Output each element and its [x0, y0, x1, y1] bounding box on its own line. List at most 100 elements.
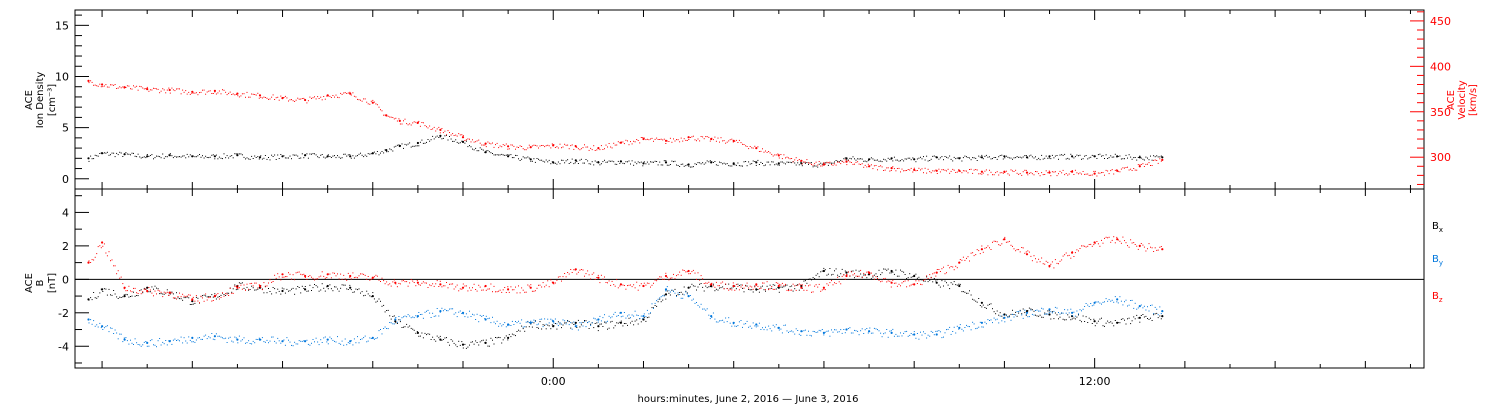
- data-point: [191, 298, 194, 301]
- data-point: [439, 338, 442, 341]
- data-point: [664, 274, 668, 278]
- top-right-tick-label: 300: [1430, 151, 1451, 164]
- data-point: [664, 288, 668, 291]
- data-point: [890, 331, 893, 334]
- data-point: [913, 168, 916, 171]
- data-point: [101, 83, 104, 86]
- data-point: [755, 283, 758, 286]
- data-point: [439, 283, 442, 286]
- data-point: [777, 154, 780, 157]
- top-left-tick-label: 10: [55, 70, 69, 83]
- top-left-tick-label: 0: [62, 173, 69, 186]
- data-point: [687, 163, 690, 166]
- data-point: [755, 323, 758, 326]
- data-point: [87, 261, 90, 264]
- data-point: [1048, 171, 1051, 174]
- data-point: [349, 274, 352, 278]
- data-point: [935, 271, 938, 274]
- data-point: [191, 90, 194, 93]
- data-point: [529, 286, 532, 289]
- data-point: [777, 326, 780, 329]
- data-point: [980, 248, 984, 251]
- data-point: [146, 286, 149, 289]
- data-point: [1093, 172, 1096, 175]
- data-point: [439, 310, 442, 313]
- series-bx: [87, 267, 1164, 349]
- data-point: [664, 139, 668, 142]
- data-point: [101, 325, 104, 328]
- top-series-ion-density: [87, 134, 1164, 168]
- data-point: [213, 335, 216, 338]
- data-point: [732, 162, 735, 165]
- data-point: [822, 331, 826, 334]
- data-point: [416, 281, 419, 284]
- data-point: [304, 274, 307, 278]
- data-point: [800, 330, 803, 333]
- data-point: [507, 155, 510, 158]
- data-point: [371, 152, 374, 155]
- data-point: [1138, 244, 1141, 247]
- top-left-label-line1: ACE: [24, 90, 35, 110]
- data-point: [416, 331, 419, 334]
- data-point: [1071, 170, 1074, 173]
- series-by: [87, 286, 1164, 348]
- data-point: [236, 286, 239, 289]
- series-bz: [87, 236, 1164, 304]
- data-point: [890, 281, 893, 284]
- data-point: [507, 336, 510, 339]
- data-point: [304, 288, 307, 291]
- data-point: [123, 295, 126, 298]
- data-point: [213, 155, 216, 158]
- data-point: [87, 157, 90, 160]
- data-point: [913, 333, 916, 336]
- data-point: [980, 321, 984, 324]
- data-point: [236, 154, 239, 157]
- data-point: [845, 157, 848, 160]
- bottom-left-tick-label: 2: [62, 240, 69, 253]
- data-point: [732, 139, 735, 142]
- data-point: [1025, 311, 1029, 314]
- legend: Bx By Bz: [1432, 221, 1443, 304]
- data-point: [87, 318, 90, 321]
- data-point: [326, 338, 329, 341]
- top-left-axis-label: ACE Ion Density [cm⁻³]: [24, 72, 58, 129]
- data-point: [1048, 155, 1051, 158]
- top-right-label-line2: Velocity: [1457, 80, 1468, 119]
- x-tick-label: 12:00: [1079, 375, 1111, 388]
- data-point: [461, 286, 465, 289]
- data-point: [800, 286, 803, 289]
- data-point: [845, 160, 848, 163]
- data-point: [1025, 171, 1029, 174]
- top-left-tick-label: 15: [55, 19, 69, 32]
- data-point: [1025, 253, 1029, 256]
- data-point: [664, 293, 668, 296]
- data-point: [935, 281, 938, 284]
- data-point: [123, 338, 126, 341]
- data-point: [890, 167, 893, 170]
- data-point: [394, 318, 397, 321]
- data-point: [507, 288, 510, 291]
- data-point: [461, 136, 465, 139]
- data-point: [1161, 315, 1164, 318]
- data-point: [1003, 155, 1006, 158]
- data-point: [777, 284, 780, 288]
- bottom-left-label-line2: B: [35, 279, 46, 286]
- data-point: [619, 321, 623, 324]
- data-point: [980, 156, 984, 159]
- data-point: [755, 161, 758, 164]
- data-point: [371, 276, 374, 279]
- bottom-left-tick-label: -2: [58, 307, 69, 320]
- bottom-panel-frame: [74, 188, 1425, 369]
- data-point: [1048, 313, 1051, 316]
- data-point: [1071, 311, 1074, 314]
- top-right-label-line1: ACE: [1446, 90, 1457, 110]
- data-point: [980, 301, 984, 304]
- data-point: [461, 343, 465, 346]
- data-point: [416, 315, 419, 318]
- data-point: [439, 134, 442, 137]
- data-point: [484, 142, 487, 145]
- axes: 0 5 10 15 300 350 400 450 -4 -2 0 2 4 0:00 12:00: [55, 10, 1451, 388]
- bottom-left-tick-label: -4: [58, 340, 69, 353]
- legend-bx: Bx: [1432, 221, 1443, 234]
